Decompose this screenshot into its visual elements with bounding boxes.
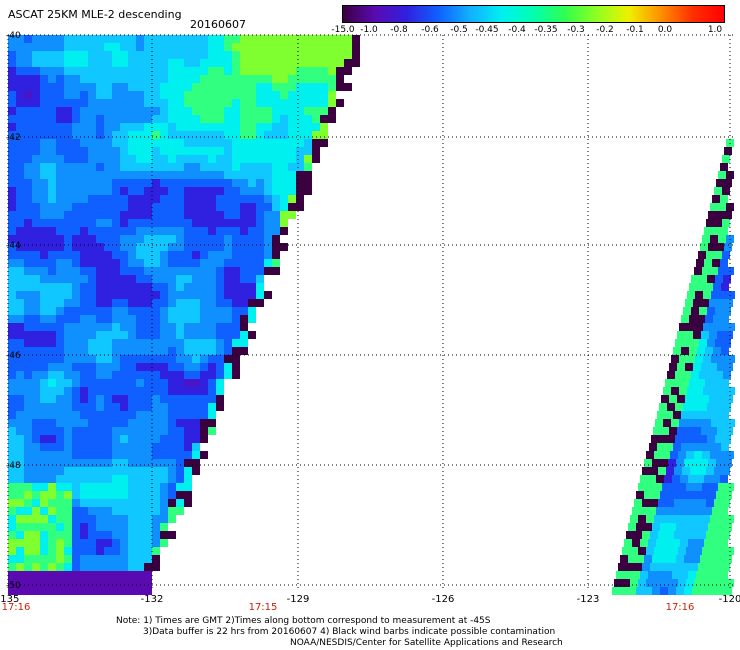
colorbar-tick-label: -0.1 bbox=[626, 25, 644, 35]
colorbar-tick-label: 0.0 bbox=[657, 25, 673, 35]
time-label: 17:16 bbox=[1, 602, 31, 613]
colorbar-tick-label: 1.0 bbox=[707, 25, 723, 35]
product-title: ASCAT 25KM MLE-2 descending bbox=[8, 8, 182, 21]
lon-label: -129 bbox=[286, 594, 310, 605]
lat-label: -40 bbox=[6, 31, 21, 41]
lon-label: -123 bbox=[576, 594, 600, 605]
lat-label: -42 bbox=[6, 133, 21, 143]
colorbar-tick-label: -0.35 bbox=[534, 25, 558, 35]
time-label: 17:15 bbox=[248, 602, 278, 613]
lon-label: -132 bbox=[140, 594, 164, 605]
lat-label: -48 bbox=[6, 461, 21, 471]
lat-label: -50 bbox=[6, 581, 21, 591]
lat-label: -44 bbox=[6, 241, 21, 251]
colorbar bbox=[342, 5, 725, 23]
note-line-1: Note: 1) Times are GMT 2)Times along bot… bbox=[116, 616, 491, 626]
lon-label: -135 bbox=[0, 594, 20, 605]
colorbar-tick-label: -0.2 bbox=[596, 25, 614, 35]
time-label: 17:16 bbox=[665, 602, 695, 613]
colorbar-tick-label: -0.8 bbox=[390, 25, 408, 35]
note-line-2: 3)Data buffer is 22 hrs from 20160607 4)… bbox=[143, 627, 556, 637]
note-line-3: NOAA/NESDIS/Center for Satellite Applica… bbox=[290, 638, 563, 648]
colorbar-tick-label: -0.3 bbox=[567, 25, 585, 35]
latitude-labels: -40 -42 -44 -46 -48 -50 bbox=[6, 31, 21, 591]
lon-label: -120 bbox=[718, 594, 740, 605]
product-date: 20160607 bbox=[190, 18, 246, 31]
colorbar-labels: -15.0 -1.0 -0.8 -0.6 -0.5 -0.45 -0.4 -0.35 -0.3 -… bbox=[331, 25, 735, 37]
colorbar-tick-label: -1.0 bbox=[360, 25, 378, 35]
colorbar-tick-label: -0.4 bbox=[508, 25, 526, 35]
lon-label: -126 bbox=[431, 594, 455, 605]
colorbar-tick-label: -0.5 bbox=[450, 25, 468, 35]
colorbar-tick-label: -15.0 bbox=[331, 25, 355, 35]
graticule bbox=[7, 34, 735, 590]
colorbar-tick-label: -0.6 bbox=[421, 25, 439, 35]
swath-pixels bbox=[8, 35, 735, 595]
colorbar-tick-label: -0.45 bbox=[475, 25, 499, 35]
lat-label: -46 bbox=[6, 351, 21, 361]
